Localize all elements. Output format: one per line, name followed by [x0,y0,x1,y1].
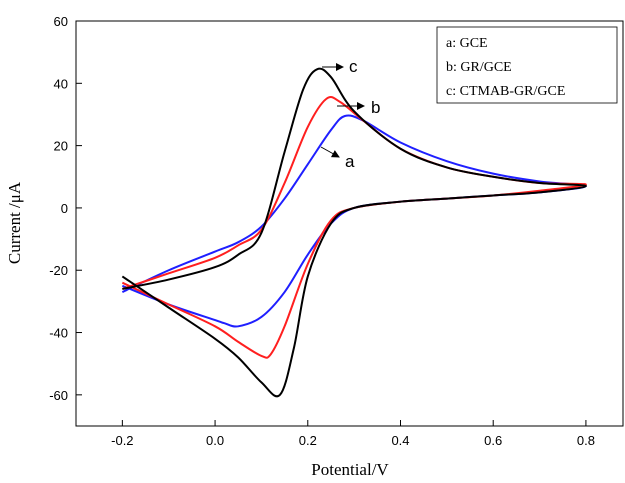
annotation-b-label: b [371,98,380,117]
x-tick-label: 0.4 [391,433,409,448]
annotation-b: b [337,98,380,117]
ticks-layer: -0.2 0.0 0.2 0.4 0.6 0.8 -60 -40 -20 0 20 40 60 [49,14,595,448]
annotation-a-arrow [320,146,340,158]
x-tick-label: -0.2 [111,433,133,448]
y-tick-label: 60 [54,14,68,29]
annotation-a-label: a [345,152,355,171]
legend-box [436,26,618,104]
x-tick-label: 0.8 [577,433,595,448]
y-tick-label: -20 [49,263,68,278]
y-tick-label: 20 [54,139,68,154]
annotation-c: c [322,57,358,76]
x-tick-label: 0.0 [206,433,224,448]
y-tick-label: 0 [61,201,68,216]
x-tick-label: 0.2 [299,433,317,448]
legend-entry-b: b: GR/GCE [446,60,512,75]
annotation-c-label: c [349,57,358,76]
x-tick-label: 0.6 [484,433,502,448]
series-layer [121,67,587,398]
series-line-c [121,67,587,398]
x-axis-label: Potential/V [311,460,389,479]
annotation-a: a [320,146,355,171]
series-line-b [121,96,587,359]
y-tick-label: -60 [49,388,68,403]
y-tick-label: 40 [54,76,68,91]
legend: a: GCE b: GR/GCE c: CTMAB-GR/GCE [436,26,618,104]
legend-entry-a: a: GCE [446,36,488,51]
legend-entry-c: c: CTMAB-GR/GCE [446,84,565,99]
y-axis-label: Current /μA [5,181,24,264]
y-tick-label: -40 [49,326,68,341]
